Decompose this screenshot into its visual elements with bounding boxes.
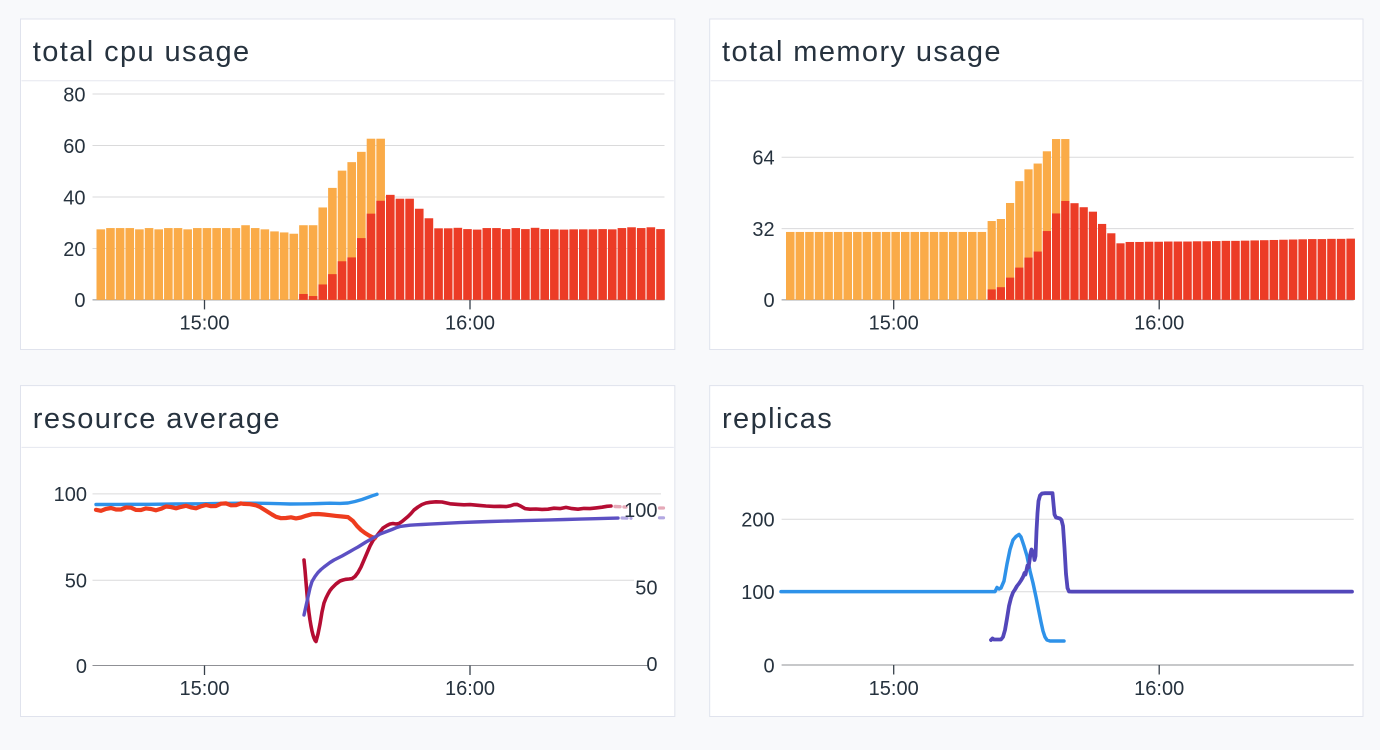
svg-text:50: 50 xyxy=(65,571,87,593)
svg-text:60: 60 xyxy=(63,136,85,158)
svg-text:0: 0 xyxy=(763,655,774,677)
svg-text:16:00: 16:00 xyxy=(1134,678,1184,700)
svg-text:200: 200 xyxy=(741,510,774,532)
svg-text:total cpu usage: total cpu usage xyxy=(33,36,251,68)
svg-text:15:00: 15:00 xyxy=(179,312,229,334)
svg-text:50: 50 xyxy=(635,578,657,600)
svg-text:0: 0 xyxy=(763,290,774,312)
svg-text:0: 0 xyxy=(646,654,657,676)
svg-text:16:00: 16:00 xyxy=(1134,312,1184,334)
svg-text:100: 100 xyxy=(54,484,87,506)
svg-text:0: 0 xyxy=(74,290,85,312)
svg-text:16:00: 16:00 xyxy=(445,312,495,334)
svg-text:16:00: 16:00 xyxy=(445,678,495,700)
svg-text:100: 100 xyxy=(741,582,774,604)
svg-text:80: 80 xyxy=(63,84,85,106)
svg-text:resource average: resource average xyxy=(33,403,281,435)
svg-text:total memory usage: total memory usage xyxy=(722,36,1002,68)
svg-text:32: 32 xyxy=(752,219,774,241)
svg-text:100: 100 xyxy=(624,500,657,522)
svg-text:replicas: replicas xyxy=(722,403,833,435)
svg-text:40: 40 xyxy=(63,187,85,209)
svg-text:15:00: 15:00 xyxy=(179,678,229,700)
svg-text:20: 20 xyxy=(63,239,85,261)
svg-text:15:00: 15:00 xyxy=(869,312,919,334)
svg-text:0: 0 xyxy=(76,656,87,678)
svg-text:15:00: 15:00 xyxy=(869,678,919,700)
svg-text:64: 64 xyxy=(752,148,774,170)
